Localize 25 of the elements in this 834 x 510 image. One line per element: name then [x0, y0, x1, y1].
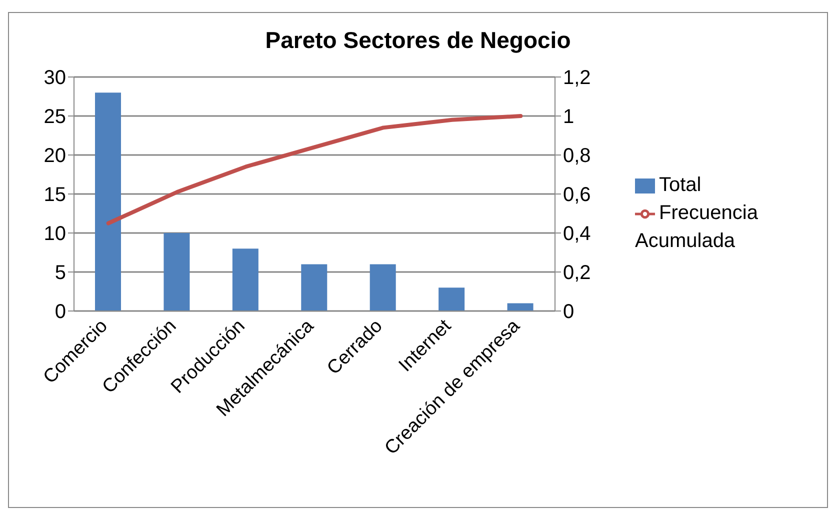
bar	[95, 92, 121, 311]
y-tick-label: 5	[54, 262, 66, 284]
y-tick-label: 20	[44, 145, 66, 168]
line-series	[106, 114, 523, 226]
y-tick-label: 10	[44, 223, 66, 246]
y2-tick-label: 0,8	[563, 145, 591, 168]
bar	[164, 233, 190, 311]
y2-tick-label: 1	[563, 106, 574, 128]
legend-label: Total	[659, 174, 702, 196]
y-tick-label: 30	[44, 67, 66, 90]
chart-title: Pareto Sectores de Negocio	[264, 27, 572, 55]
y2-tick-label: 0	[563, 301, 574, 324]
y2-tick-label: 0,6	[563, 184, 591, 206]
bar	[507, 303, 534, 311]
bar	[438, 288, 465, 311]
y2-tick-label: 1,2	[563, 67, 591, 90]
y2-tick-label: 0,2	[563, 262, 591, 284]
legend-label: Frecuencia Acumulada	[635, 202, 758, 252]
y2-tick-label: 0,4	[563, 223, 591, 246]
bar	[301, 264, 328, 311]
bar	[232, 248, 258, 311]
y-tick-label: 0	[54, 301, 66, 324]
bar	[370, 264, 396, 311]
y-tick-label: 25	[44, 106, 66, 128]
y-tick-label: 15	[44, 184, 66, 206]
